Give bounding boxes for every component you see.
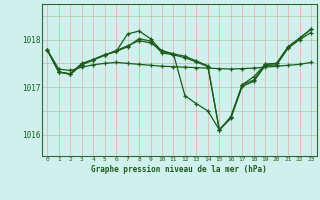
X-axis label: Graphe pression niveau de la mer (hPa): Graphe pression niveau de la mer (hPa) xyxy=(91,165,267,174)
